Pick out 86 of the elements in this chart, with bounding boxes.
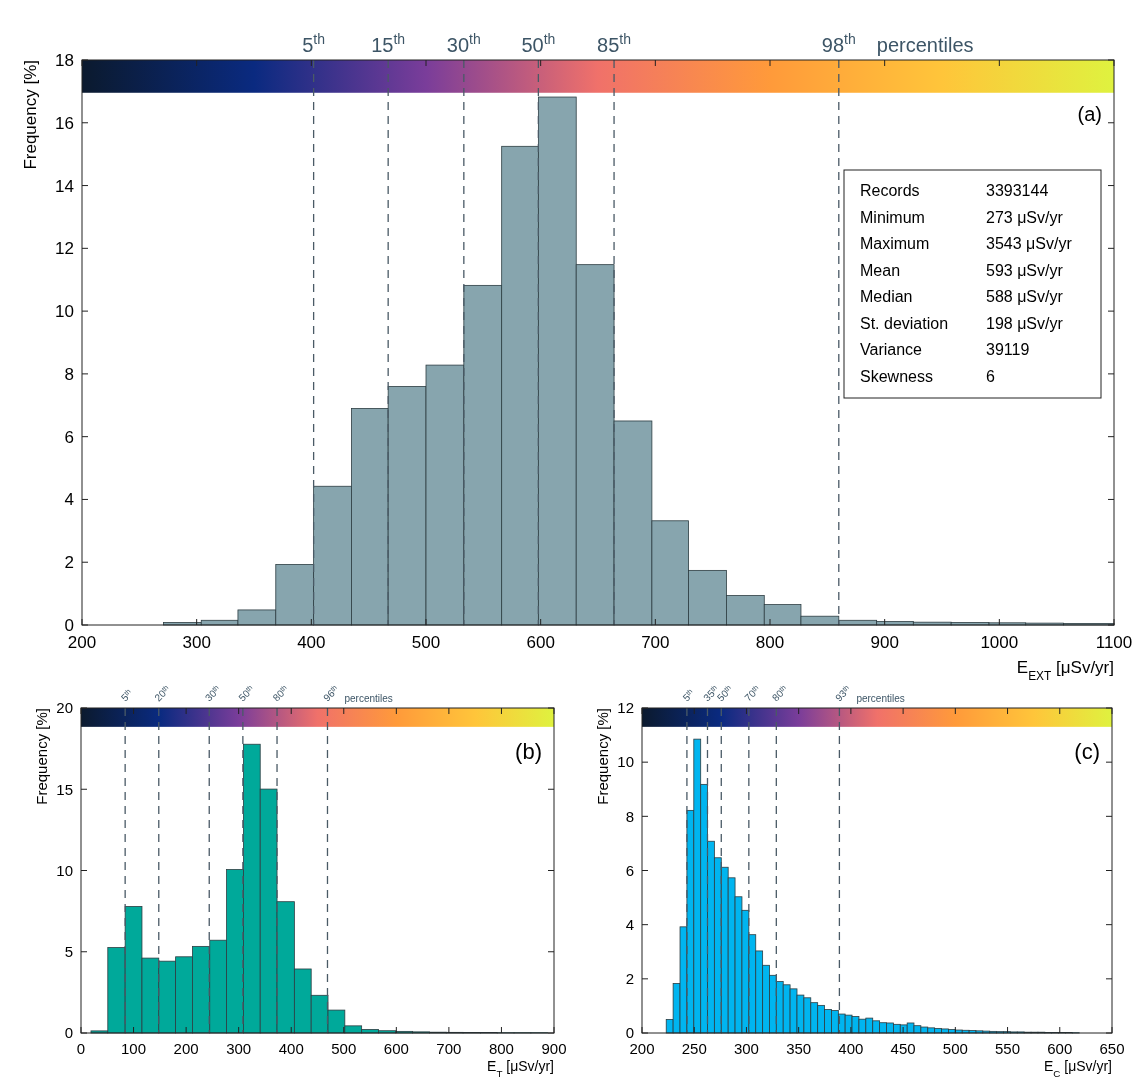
x-tick-label: 600 — [1047, 1040, 1073, 1057]
ref-line-label: 85$^{th}$ — [597, 31, 632, 56]
x-axis-title: E$_{EXT}$ [μSv/yr] — [1016, 658, 1114, 683]
text: percentiles — [344, 693, 393, 704]
annotation: Variance — [860, 341, 923, 358]
x-tick-label: 450 — [890, 1040, 916, 1057]
annotation: (c) — [1074, 738, 1100, 764]
y-tick-label: 8 — [64, 364, 74, 384]
ref-line-label: 15$^{th}$ — [371, 31, 406, 56]
ref-line-label: 50$^{th}$ — [521, 31, 556, 56]
x-tick-label: 100 — [121, 1040, 147, 1057]
ref-line-label: 5$^{th}$ — [302, 31, 326, 56]
annotation: Skewness — [860, 367, 933, 385]
y-tick-label: 5 — [64, 943, 73, 960]
x-tick-label: 250 — [681, 1040, 707, 1057]
y-tick-label: 12 — [617, 699, 634, 717]
y-tick-label: 10 — [617, 753, 634, 771]
y-tick-label: 6 — [64, 427, 74, 447]
y-tick-label: 18 — [55, 50, 74, 70]
y-tick-label: 14 — [55, 176, 74, 196]
annotation: 593 μSv/yr — [986, 261, 1064, 279]
annotation: (a) — [1077, 102, 1102, 125]
y-tick-label: 12 — [55, 239, 74, 259]
annotation: Maximum — [860, 235, 930, 252]
y-tick-label: 4 — [64, 490, 74, 510]
y-tick-label: 10 — [55, 302, 74, 322]
x-tick-label: 1100 — [1095, 633, 1132, 652]
x-tick-label: 500 — [331, 1040, 357, 1057]
y-tick-label: 0 — [64, 615, 74, 635]
x-axis-title: E$_{C}$ [μSv/yr] — [1043, 1058, 1112, 1079]
annotation: 198 μSv/yr — [986, 314, 1064, 332]
y-tick-label: 2 — [64, 553, 74, 573]
x-tick-label: 350 — [786, 1040, 812, 1057]
x-tick-label: 400 — [838, 1040, 864, 1057]
y-tick-label: 0 — [625, 1024, 634, 1042]
y-tick-label: 6 — [625, 861, 634, 879]
annotation: 588 μSv/yr — [986, 288, 1064, 305]
x-tick-label: 550 — [995, 1040, 1021, 1057]
annotation: Minimum — [860, 208, 925, 226]
x-tick-label: 0 — [76, 1040, 86, 1057]
y-tick-label: 10 — [56, 861, 73, 879]
y-tick-label: 8 — [625, 807, 634, 825]
x-tick-label: 800 — [755, 633, 785, 652]
x-tick-label: 300 — [226, 1040, 252, 1057]
y-axis-title: Frequency [%] — [21, 60, 40, 170]
x-tick-label: 300 — [182, 633, 211, 652]
text: percentiles — [856, 693, 905, 704]
x-tick-label: 200 — [629, 1040, 655, 1057]
y-tick-label: 15 — [56, 780, 73, 798]
x-tick-label: 600 — [526, 633, 555, 652]
y-tick-label: 4 — [625, 915, 634, 933]
annotation: 39119 — [986, 341, 1030, 358]
x-axis-title: E$_{T}$ [μSv/yr] — [487, 1058, 554, 1079]
annotation: Mean — [860, 261, 901, 279]
x-tick-label: 900 — [541, 1040, 567, 1057]
x-tick-label: 800 — [488, 1040, 514, 1057]
y-tick-label: 0 — [64, 1024, 73, 1042]
x-tick-label: 700 — [436, 1040, 462, 1057]
x-tick-label: 900 — [870, 633, 899, 652]
x-tick-label: 1000 — [980, 633, 1019, 652]
annotation: St. deviation — [860, 314, 949, 332]
text: percentiles — [876, 34, 974, 56]
y-tick-label: 2 — [625, 970, 634, 988]
x-tick-label: 200 — [67, 633, 97, 652]
y-axis-title: Frequency [%] — [594, 708, 611, 805]
x-tick-label: 400 — [278, 1040, 304, 1057]
y-axis-title: Frequency [%] — [33, 708, 50, 805]
ref-line-label: 30$^{th}$ — [446, 31, 481, 56]
annotation: 6 — [986, 367, 995, 385]
annotation: Median — [860, 288, 913, 305]
y-tick-label: 16 — [55, 113, 74, 133]
annotation: Records — [860, 182, 920, 199]
y-tick-label: 20 — [56, 699, 73, 717]
annotation: 3393144 — [986, 182, 1049, 199]
annotation: 3543 μSv/yr — [986, 235, 1073, 252]
x-tick-label: 400 — [297, 633, 326, 652]
x-tick-label: 300 — [733, 1040, 759, 1057]
x-tick-label: 700 — [641, 633, 670, 652]
x-tick-label: 200 — [173, 1040, 199, 1057]
x-tick-label: 600 — [383, 1040, 409, 1057]
ref-line-label: 98$^{th}$ — [821, 31, 856, 56]
x-tick-label: 500 — [411, 633, 441, 652]
x-tick-label: 650 — [1099, 1040, 1125, 1057]
annotation: 273 μSv/yr — [986, 208, 1064, 226]
x-tick-label: 500 — [942, 1040, 968, 1057]
annotation: (b) — [515, 738, 542, 764]
